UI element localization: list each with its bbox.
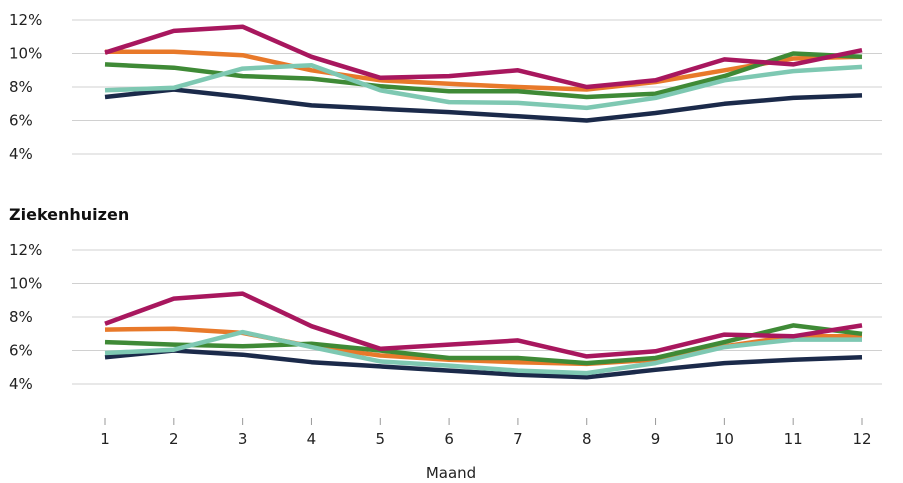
series-line-2 bbox=[105, 49, 863, 92]
y-tick-label: 10% bbox=[9, 275, 42, 293]
x-tick-label: 8 bbox=[582, 430, 592, 448]
x-tick-label: 10 bbox=[715, 430, 734, 448]
y-tick-label: 8% bbox=[9, 78, 33, 96]
x-axis-label: Maand bbox=[426, 464, 476, 482]
x-tick-label: 6 bbox=[444, 430, 454, 448]
series-line-4 bbox=[104, 62, 863, 111]
x-tick-label: 7 bbox=[513, 430, 523, 448]
y-tick-label: 8% bbox=[9, 308, 33, 326]
x-tick-label: 5 bbox=[375, 430, 385, 448]
series-line-5 bbox=[104, 291, 863, 359]
series-line-4 bbox=[104, 329, 862, 376]
series-line-1 bbox=[104, 87, 863, 123]
x-tick-label: 4 bbox=[307, 430, 317, 448]
series-line-1 bbox=[104, 348, 863, 380]
panel-title: Ziekenhuizen bbox=[9, 205, 129, 224]
y-tick-label: 10% bbox=[9, 45, 42, 63]
x-tick-label: 2 bbox=[169, 430, 179, 448]
y-tick-label: 4% bbox=[9, 145, 33, 163]
x-tick-label: 1 bbox=[100, 430, 110, 448]
y-tick-label: 12% bbox=[9, 11, 42, 29]
x-tick-label: 12 bbox=[852, 430, 871, 448]
x-tick-label: 11 bbox=[784, 430, 803, 448]
x-tick-label: 9 bbox=[651, 430, 661, 448]
series-line-5 bbox=[104, 24, 863, 90]
series-line-3 bbox=[104, 51, 863, 100]
y-tick-label: 6% bbox=[9, 112, 33, 130]
series-line-3 bbox=[104, 323, 863, 366]
x-tick-label: 3 bbox=[238, 430, 248, 448]
y-tick-label: 6% bbox=[9, 342, 33, 360]
y-tick-label: 12% bbox=[9, 241, 42, 259]
y-tick-label: 4% bbox=[9, 375, 33, 393]
